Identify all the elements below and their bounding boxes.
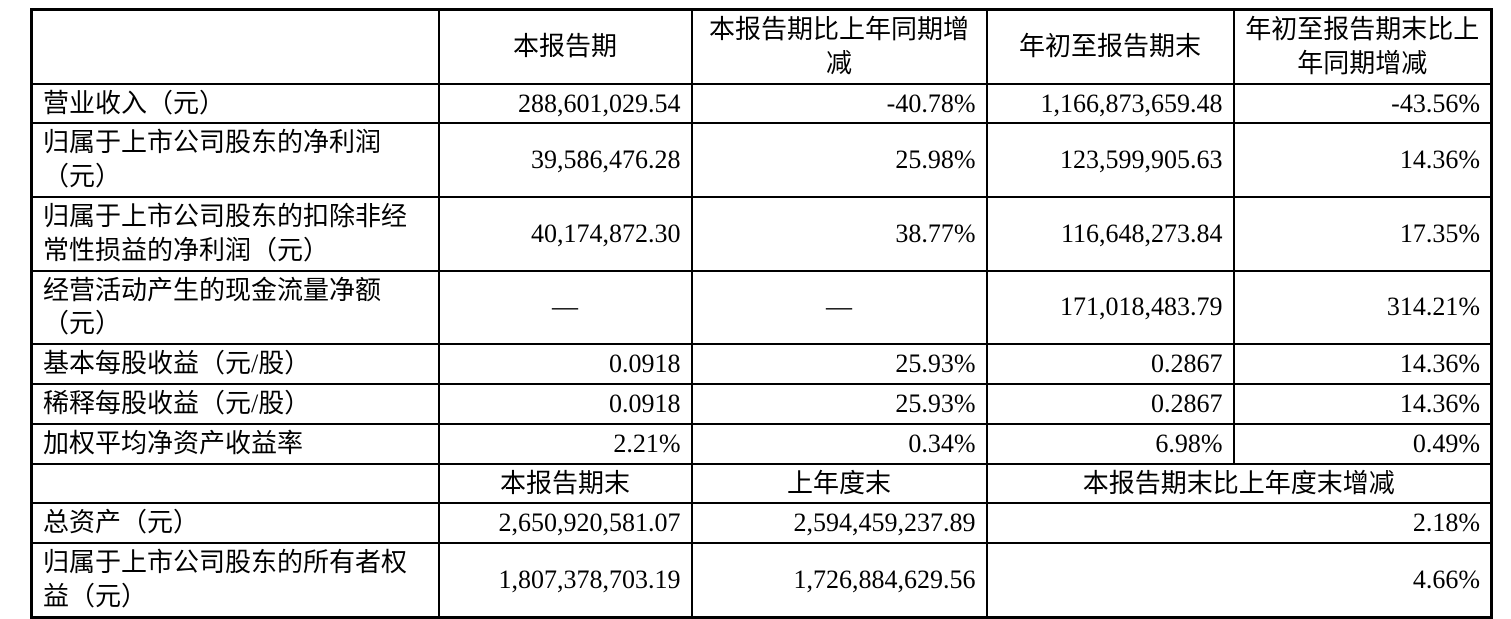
table-row-basic-eps: 基本每股收益（元/股） 0.0918 25.93% 0.2867 14.36%: [30, 343, 1493, 385]
header-row-period-end: 本报告期末 上年度末 本报告期末比上年度末增减: [30, 462, 1493, 505]
cell-dash: —: [437, 269, 693, 346]
cell-value: 25.98%: [690, 122, 988, 198]
row-label: 归属于上市公司股东的所有者权益（元）: [30, 542, 440, 619]
header-empty-cell: [30, 462, 440, 505]
header-current-period: 本报告期: [437, 8, 693, 85]
cell-value: 17.35%: [1232, 195, 1493, 272]
cell-value: 1,166,873,659.48: [985, 82, 1235, 125]
cell-value: 314.21%: [1232, 269, 1493, 346]
cell-value: 1,807,378,703.19: [437, 542, 693, 619]
cell-value: 2.18%: [985, 502, 1493, 545]
header-year-to-date: 年初至报告期末: [985, 8, 1235, 85]
cell-value: 288,601,029.54: [437, 82, 693, 125]
header-period-end-vs-last-year-change: 本报告期末比上年度末增减: [985, 462, 1493, 505]
table-row-net-profit-excl-nonrecurring: 归属于上市公司股东的扣除非经常性损益的净利润（元） 40,174,872.30 …: [30, 195, 1493, 272]
header-row-period: 本报告期 本报告期比上年同期增减 年初至报告期末 年初至报告期末比上年同期增减: [30, 8, 1493, 85]
table-row-equity-attributable-to-shareholders: 归属于上市公司股东的所有者权益（元） 1,807,378,703.19 1,72…: [30, 542, 1493, 619]
table-row-weighted-avg-roe: 加权平均净资产收益率 2.21% 0.34% 6.98% 0.49%: [30, 422, 1493, 465]
header-end-of-period: 本报告期末: [437, 462, 693, 505]
cell-value: 0.0918: [437, 382, 693, 425]
row-label: 归属于上市公司股东的扣除非经常性损益的净利润（元）: [30, 195, 440, 272]
cell-value: 4.66%: [985, 542, 1493, 619]
cell-value: 14.36%: [1232, 382, 1493, 425]
header-empty-cell: [30, 8, 440, 85]
row-label: 营业收入（元）: [30, 82, 440, 125]
table-row-total-assets: 总资产（元） 2,650,920,581.07 2,594,459,237.89…: [30, 502, 1493, 545]
cell-value: 38.77%: [690, 195, 988, 272]
financial-summary-table: 本报告期 本报告期比上年同期增减 年初至报告期末 年初至报告期末比上年同期增减 …: [30, 8, 1493, 619]
row-label: 稀释每股收益（元/股）: [30, 382, 440, 425]
cell-value: 0.0918: [437, 343, 693, 385]
cell-value: 25.93%: [690, 382, 988, 425]
cell-value: 171,018,483.79: [985, 269, 1235, 346]
row-label: 基本每股收益（元/股）: [30, 343, 440, 385]
cell-value: 40,174,872.30: [437, 195, 693, 272]
cell-value: 123,599,905.63: [985, 122, 1235, 198]
table-row-diluted-eps: 稀释每股收益（元/股） 0.0918 25.93% 0.2867 14.36%: [30, 382, 1493, 425]
header-current-period-yoy-change: 本报告期比上年同期增减: [690, 8, 988, 85]
row-label: 总资产（元）: [30, 502, 440, 545]
cell-value: 0.49%: [1232, 422, 1493, 465]
row-label: 归属于上市公司股东的净利润（元）: [30, 122, 440, 198]
cell-value: -40.78%: [690, 82, 988, 125]
cell-value: 0.2867: [985, 343, 1235, 385]
cell-value: 1,726,884,629.56: [690, 542, 988, 619]
cell-value: 2,594,459,237.89: [690, 502, 988, 545]
cell-value: 0.34%: [690, 422, 988, 465]
table-row-net-profit: 归属于上市公司股东的净利润（元） 39,586,476.28 25.98% 12…: [30, 122, 1493, 198]
cell-value: 14.36%: [1232, 343, 1493, 385]
cell-value: 14.36%: [1232, 122, 1493, 198]
cell-value: 25.93%: [690, 343, 988, 385]
table-row-operating-revenue: 营业收入（元） 288,601,029.54 -40.78% 1,166,873…: [30, 82, 1493, 125]
cell-dash: —: [690, 269, 988, 346]
cell-value: 6.98%: [985, 422, 1235, 465]
cell-value: -43.56%: [1232, 82, 1493, 125]
cell-value: 0.2867: [985, 382, 1235, 425]
row-label: 加权平均净资产收益率: [30, 422, 440, 465]
row-label: 经营活动产生的现金流量净额（元）: [30, 269, 440, 346]
header-end-of-last-year: 上年度末: [690, 462, 988, 505]
cell-value: 39,586,476.28: [437, 122, 693, 198]
cell-value: 116,648,273.84: [985, 195, 1235, 272]
header-year-to-date-yoy-change: 年初至报告期末比上年同期增减: [1232, 8, 1493, 85]
cell-value: 2.21%: [437, 422, 693, 465]
table-row-operating-cash-flow: 经营活动产生的现金流量净额（元） — — 171,018,483.79 314.…: [30, 269, 1493, 346]
cell-value: 2,650,920,581.07: [437, 502, 693, 545]
